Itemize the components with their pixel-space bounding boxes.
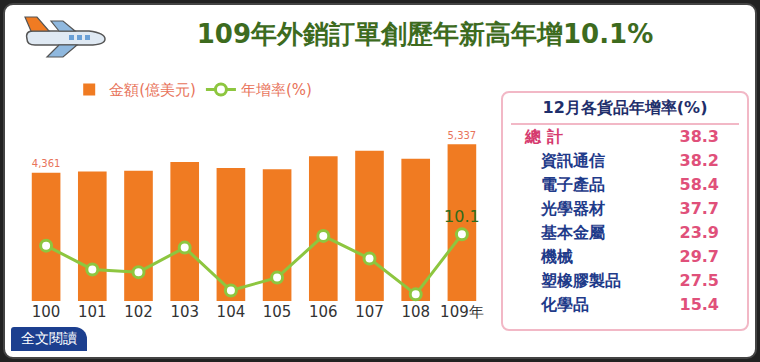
- html-text:37.7: 37.7: [679, 199, 719, 218]
- html-text:38.3: 38.3: [679, 127, 719, 146]
- svg-text:101: 101: [78, 303, 107, 321]
- svg-text:108: 108: [401, 303, 430, 321]
- html-text:27.5: 27.5: [679, 271, 719, 290]
- svg-text:4,361: 4,361: [32, 158, 61, 169]
- svg-text:104: 104: [217, 303, 246, 321]
- svg-text:年增率(%): 年增率(%): [241, 81, 312, 99]
- html-text:基本金屬: 基本金屬: [541, 223, 605, 242]
- html-text:資訊通信: 資訊通信: [541, 151, 605, 170]
- html-text:化學品: 化學品: [541, 295, 589, 314]
- svg-text:100: 100: [32, 303, 61, 321]
- html-text:12月各貨品年增率(%): 12月各貨品年增率(%): [542, 98, 708, 117]
- html-text:塑橡膠製品: 塑橡膠製品: [541, 271, 621, 290]
- html-text:58.4: 58.4: [679, 175, 719, 194]
- svg-text:102: 102: [124, 303, 153, 321]
- svg-text:10.1: 10.1: [444, 207, 480, 226]
- html-text:電子產品: 電子產品: [541, 175, 605, 194]
- html-text:29.7: 29.7: [679, 247, 719, 266]
- svg-text:109年: 109年: [440, 303, 484, 321]
- svg-text:107: 107: [355, 303, 384, 321]
- html-text:機械: 機械: [541, 247, 573, 266]
- html-text:15.4: 15.4: [679, 295, 719, 314]
- svg-text:5,337: 5,337: [448, 130, 477, 141]
- svg-text:106: 106: [309, 303, 338, 321]
- html-text:23.9: 23.9: [679, 223, 719, 242]
- svg-text:105: 105: [263, 303, 292, 321]
- html-text:光學器材: 光學器材: [541, 199, 605, 218]
- html-text:總 計: 總 計: [525, 127, 563, 146]
- svg-text:103: 103: [170, 303, 199, 321]
- html-text:38.2: 38.2: [679, 151, 719, 170]
- html-text:109年外銷訂單創歷年新高年增10.1%: 109年外銷訂單創歷年新高年增10.1%: [196, 19, 654, 49]
- html-text:全文閱讀: 全文閱讀: [21, 330, 77, 346]
- svg-text:金額(億美元): 金額(億美元): [109, 81, 196, 99]
